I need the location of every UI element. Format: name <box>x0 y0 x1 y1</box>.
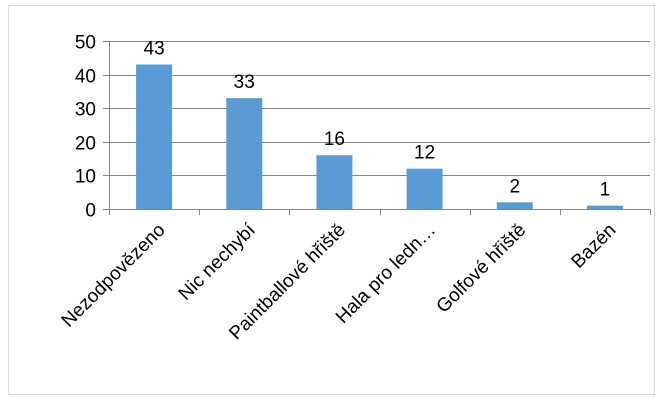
data-label: 33 <box>234 72 255 93</box>
y-tick-label: 0 <box>85 201 96 222</box>
data-label: 2 <box>509 176 520 197</box>
data-labels: 43 33 16 12 2 1 <box>144 39 611 201</box>
y-tick-label: 30 <box>75 100 96 121</box>
data-label: 1 <box>600 180 611 201</box>
gridlines <box>109 41 650 176</box>
y-tick-label: 40 <box>75 67 96 88</box>
category-label: Golfové hřiště <box>433 220 531 318</box>
category-label: Bazén <box>568 220 621 273</box>
axes <box>103 41 651 215</box>
data-label: 12 <box>414 143 435 164</box>
y-tick-label: 10 <box>75 167 96 188</box>
bar <box>226 98 263 209</box>
bar <box>586 205 623 209</box>
bar <box>136 64 173 210</box>
bar <box>496 202 533 209</box>
bars <box>136 64 623 210</box>
y-tick-label: 50 <box>75 33 96 54</box>
category-label: Nic nechybí <box>175 219 261 305</box>
data-label: 43 <box>144 39 165 60</box>
data-label: 16 <box>324 129 345 150</box>
y-tick-label: 20 <box>75 134 96 155</box>
bar <box>316 155 353 209</box>
category-label: Nezodpovězeno <box>58 220 170 332</box>
bar <box>406 168 443 209</box>
y-tick-labels: 0 10 20 30 40 50 <box>75 33 96 222</box>
